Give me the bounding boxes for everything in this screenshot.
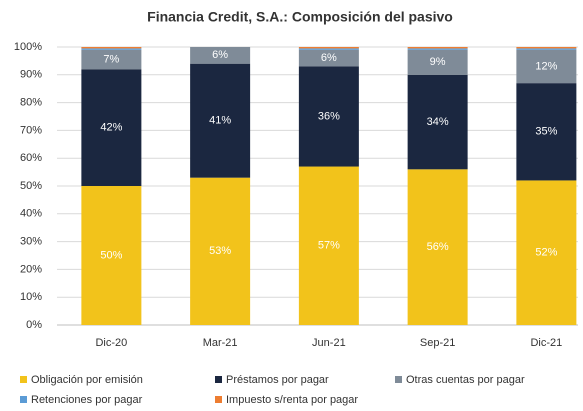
data-label: 34% [427, 116, 449, 128]
legend-label: Impuesto s/renta por pagar [226, 394, 358, 406]
bar-segment [190, 177, 251, 325]
y-tick-label: 50% [20, 180, 42, 192]
bar-segment [407, 49, 468, 75]
bar-segment [298, 49, 359, 67]
bar-segment [516, 48, 577, 50]
bar-segment [516, 83, 577, 181]
bar-segment [81, 47, 142, 49]
legend-swatch [20, 396, 27, 403]
data-label: 53% [209, 245, 231, 257]
y-tick-label: 90% [20, 69, 42, 81]
bar-segment [298, 48, 359, 50]
data-label: 41% [209, 115, 231, 127]
bar-segment [407, 169, 468, 325]
y-tick-label: 30% [20, 236, 42, 248]
bar-segment [190, 63, 251, 178]
y-tick-label: 70% [20, 124, 42, 136]
bar-segment [298, 66, 359, 167]
y-tick-label: 40% [20, 208, 42, 220]
bar-segment [298, 47, 359, 49]
data-label: 9% [430, 56, 446, 68]
data-label: 50% [100, 249, 122, 261]
bar-segment [81, 186, 142, 325]
legend-swatch [395, 376, 402, 383]
bar-segment [407, 74, 468, 170]
data-label: 7% [103, 53, 119, 65]
chart-title: Financia Credit, S.A.: Composición del p… [147, 9, 453, 25]
x-tick-label: Jun-21 [312, 337, 346, 349]
y-tick-label: 80% [20, 97, 42, 109]
legend-label: Otras cuentas por pagar [406, 374, 525, 386]
bar-segment [298, 166, 359, 325]
bar-segment [190, 47, 251, 64]
data-label: 35% [535, 126, 557, 138]
bar-segment [407, 48, 468, 50]
data-label: 42% [100, 122, 122, 134]
bar-segment [407, 47, 468, 49]
bar-segment [516, 49, 577, 84]
x-tick-label: Dic-21 [530, 337, 562, 349]
y-tick-label: 100% [14, 41, 42, 53]
x-tick-label: Sep-21 [420, 337, 455, 349]
data-label: 36% [318, 110, 340, 122]
bar-segment [81, 49, 142, 70]
y-tick-label: 60% [20, 152, 42, 164]
bar-segment [81, 48, 142, 50]
bar-segment [81, 69, 142, 186]
bar-segment [516, 47, 577, 49]
legend-label: Obligación por emisión [31, 374, 143, 386]
bar-segment [516, 180, 577, 325]
data-label: 6% [321, 52, 337, 64]
x-tick-label: Mar-21 [203, 337, 238, 349]
data-label: 12% [535, 60, 557, 72]
x-tick-label: Dic-20 [95, 337, 127, 349]
legend-label: Préstamos por pagar [226, 374, 329, 386]
legend-swatch [215, 396, 222, 403]
legend-swatch [20, 376, 27, 383]
y-tick-label: 20% [20, 263, 42, 275]
legend-label: Retenciones por pagar [31, 394, 143, 406]
data-label: 52% [535, 247, 557, 259]
data-label: 56% [427, 241, 449, 253]
y-tick-label: 0% [26, 319, 42, 331]
y-tick-label: 10% [20, 291, 42, 303]
legend-swatch [215, 376, 222, 383]
data-label: 6% [212, 49, 228, 61]
data-label: 57% [318, 240, 340, 252]
